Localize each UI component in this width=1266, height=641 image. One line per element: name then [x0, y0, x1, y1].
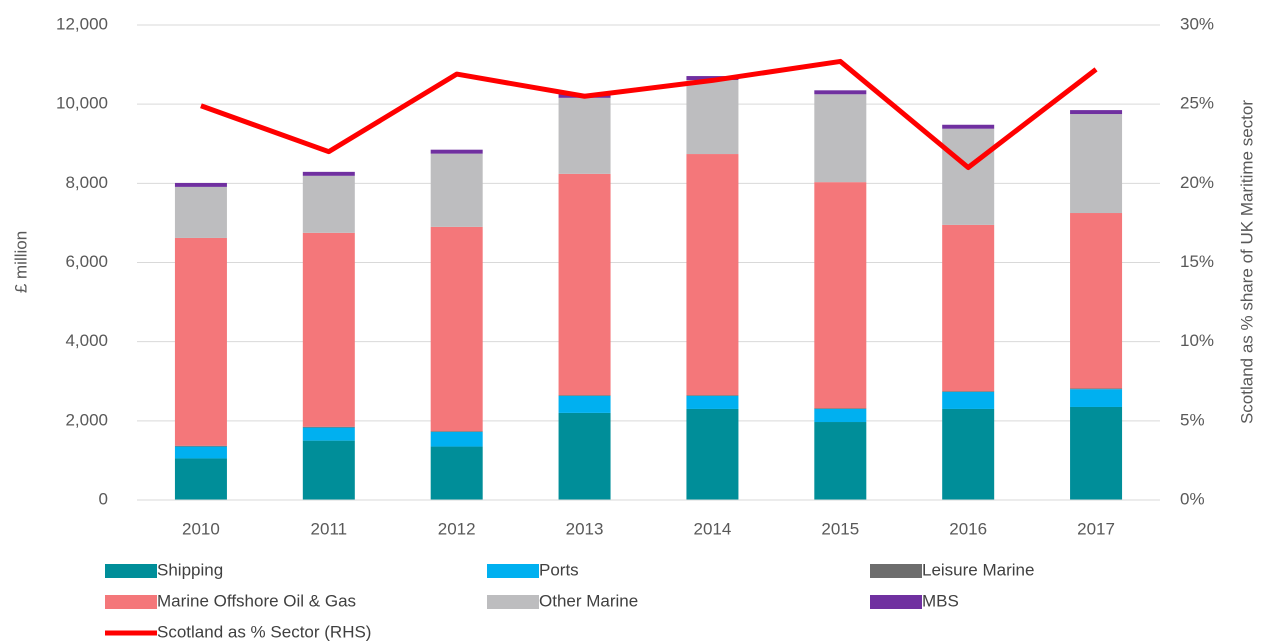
bar-segment: [686, 80, 739, 155]
y2-tick-label: 20%: [1180, 173, 1214, 192]
y-tick-label: 8,000: [65, 173, 108, 192]
bar-segment: [174, 237, 227, 446]
bar-segment: [686, 154, 739, 396]
legend-swatch: [870, 595, 922, 609]
bar-segment: [174, 182, 227, 187]
bar-segment: [302, 175, 355, 233]
x-tick-label: 2016: [949, 519, 987, 538]
y2-tick-label: 30%: [1180, 14, 1214, 33]
x-tick-label: 2011: [311, 519, 348, 538]
y-tick-label: 6,000: [65, 252, 108, 271]
bar-segment: [302, 426, 355, 428]
legend-swatch: [105, 595, 157, 609]
bar-segment: [686, 395, 739, 396]
y-axis-label: £ million: [11, 231, 30, 293]
x-tick-label: 2013: [566, 519, 604, 538]
bar-segment: [1070, 110, 1123, 115]
bar-segment: [430, 153, 483, 227]
bar-segment: [302, 171, 355, 176]
bar-segment: [942, 408, 995, 500]
bar-segment: [942, 224, 995, 392]
bar-segment: [558, 97, 611, 174]
bar-segment: [302, 232, 355, 427]
bar-segment: [686, 395, 739, 409]
bar-segment: [174, 445, 227, 447]
bar-segment: [814, 182, 867, 409]
bar-segment: [1070, 406, 1123, 500]
bar-segment: [430, 149, 483, 154]
bar-segment: [1070, 388, 1123, 390]
bar-segment: [686, 408, 739, 500]
bar-segment: [942, 391, 995, 392]
legend-label: Scotland as % Sector (RHS): [157, 622, 371, 641]
legend-swatch: [105, 564, 157, 578]
bar-segment: [558, 412, 611, 500]
y2-tick-label: 0%: [1180, 489, 1205, 508]
grid: [137, 24, 1160, 501]
bar-segment: [1070, 389, 1123, 407]
x-tick-label: 2014: [694, 519, 732, 538]
y-tick-label: 10,000: [56, 94, 108, 113]
bar-segment: [174, 446, 227, 459]
y-tick-label: 4,000: [65, 331, 108, 350]
legend-label: Ports: [539, 560, 579, 579]
bar-segment: [1070, 213, 1123, 389]
y2-tick-label: 25%: [1180, 94, 1214, 113]
legend-label: Marine Offshore Oil & Gas: [157, 591, 356, 610]
bar-segment: [942, 124, 995, 129]
y2-axis-label: Scotland as % share of UK Maritime secto…: [1237, 100, 1256, 424]
bar-segment: [430, 226, 483, 432]
bar-segment: [430, 431, 483, 432]
legend-swatch: [487, 564, 539, 578]
x-tick-label: 2015: [821, 519, 859, 538]
bar-segment: [558, 395, 611, 396]
y-tick-label: 2,000: [65, 410, 108, 429]
bar-segment: [302, 440, 355, 500]
bar-segment: [814, 408, 867, 423]
legend-label: Leisure Marine: [922, 560, 1034, 579]
bar-segment: [174, 458, 227, 500]
bar-segment: [942, 391, 995, 409]
x-tick-label: 2012: [438, 519, 476, 538]
legend: Shipping Ports Leisure Marine Marine Offsho…: [105, 560, 1034, 641]
x-tick-label: 2010: [182, 519, 220, 538]
legend-label: Other Marine: [539, 591, 638, 610]
bar-segment: [430, 446, 483, 500]
bar-segment: [302, 427, 355, 441]
bar-segment: [814, 408, 867, 409]
legend-label: MBS: [922, 591, 959, 610]
y2-tick-label: 5%: [1180, 410, 1205, 429]
legend-swatch: [487, 595, 539, 609]
bar-segment: [814, 90, 867, 95]
bar-segment: [814, 422, 867, 500]
line: [200, 58, 1098, 170]
x-tick-label: 2017: [1077, 519, 1115, 538]
bar-segment: [814, 94, 867, 183]
legend-swatch: [870, 564, 922, 578]
bar-segment: [942, 128, 995, 225]
bar-segment: [430, 431, 483, 447]
y-tick-label: 0: [99, 489, 108, 508]
y2-tick-label: 10%: [1180, 331, 1214, 350]
bar-segment: [558, 173, 611, 396]
y2-tick-label: 15%: [1180, 252, 1214, 271]
y-tick-label: 12,000: [56, 14, 108, 33]
bar-segment: [558, 395, 611, 413]
bar-segment: [174, 186, 227, 238]
bar-segment: [1070, 114, 1123, 214]
legend-label: Shipping: [157, 560, 223, 579]
